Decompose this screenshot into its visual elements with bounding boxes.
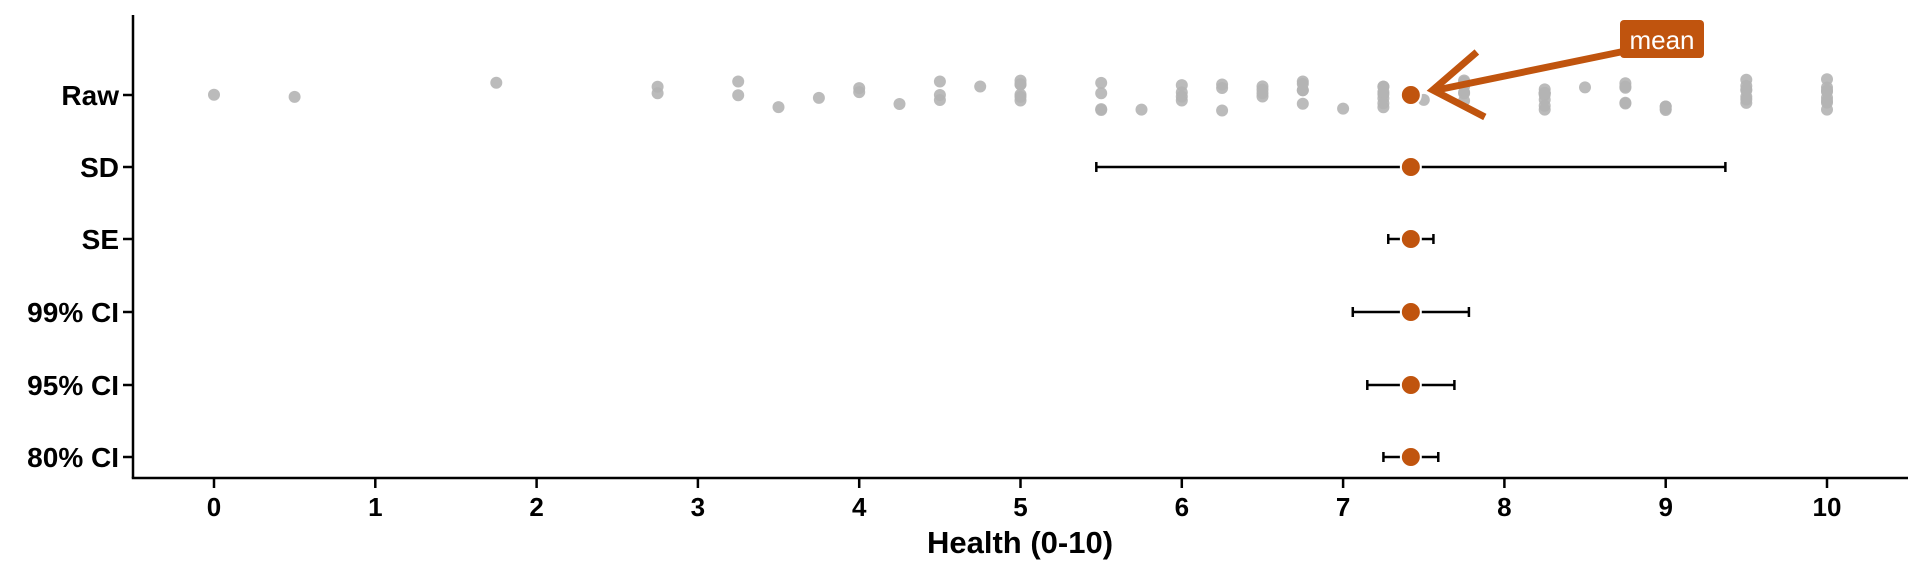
raw-points-layer [208,73,1833,117]
raw-data-point [1256,83,1269,96]
x-tick-label: 1 [368,492,382,522]
annotation-label: mean [1629,25,1694,55]
raw-data-point [1014,74,1027,87]
x-tick-label: 4 [852,492,867,522]
raw-data-point [1296,97,1309,110]
raw-data-point [1296,84,1309,97]
raw-data-point [1216,78,1229,91]
x-tick-label: 10 [1813,492,1842,522]
y-tick-label: Raw [61,80,119,111]
raw-data-point [1619,97,1632,110]
raw-data-point [651,87,664,100]
x-tick-label: 3 [691,492,705,522]
raw-data-point [893,98,906,110]
raw-data-point [288,90,301,103]
raw-data-point [1821,91,1833,104]
raw-data-point [732,75,745,88]
raw-data-point [933,75,946,88]
x-tick-label: 2 [529,492,543,522]
x-tick-label: 8 [1497,492,1511,522]
raw-data-point [208,88,220,101]
x-tick-label: 9 [1658,492,1672,522]
mean-point [1399,84,1422,106]
raw-data-point [1458,86,1471,99]
raw-data-point [1740,79,1753,92]
x-tick-label: 7 [1336,492,1350,522]
y-tick-label: 99% CI [27,297,119,328]
raw-data-point [1538,87,1551,100]
raw-data-point [1216,104,1229,117]
annotation-label-box [1620,20,1704,58]
raw-data-point [772,101,785,114]
mean-points-layer [1399,84,1422,468]
annotation-arrow-shaft [1436,44,1641,94]
raw-data-point [1296,75,1309,88]
raw-data-point [1175,94,1188,107]
raw-data-point [812,91,825,104]
y-tick-label: SD [80,152,119,183]
y-tick-label: 80% CI [27,442,119,473]
raw-data-point [974,80,987,93]
raw-data-point [732,89,745,102]
raw-data-point [1337,102,1350,115]
x-axis-title: Health (0-10) [927,525,1113,560]
mean-point [1399,374,1422,396]
x-tick-label: 6 [1175,492,1189,522]
raw-data-point [1579,81,1591,94]
raw-data-point [1135,103,1148,116]
mean-point [1399,228,1422,250]
raw-data-point [1014,88,1027,101]
mean-point [1399,156,1422,178]
x-tick-label: 5 [1013,492,1027,522]
raw-data-point [1095,87,1108,100]
raw-data-point [1619,81,1632,94]
mean-annotation: mean [1426,20,1704,121]
x-ticks-layer: 0 1 2 3 4 5 6 7 8 9 10 [207,478,1842,522]
raw-data-point [1538,99,1551,112]
raw-data-point [1095,76,1108,89]
y-ticks-layer: Raw SD SE 99% CI 95% CI 80% CI [27,80,133,473]
raw-data-point [933,89,946,101]
x-tick-label: 0 [207,492,221,522]
raw-data-point [1821,73,1833,86]
raw-data-point [1377,85,1390,98]
y-tick-label: SE [82,224,119,255]
annotation-arrow-head [1426,49,1487,121]
mean-point [1399,446,1422,468]
raw-data-point [853,82,866,95]
raw-data-point [490,76,503,89]
mean-point [1399,301,1422,323]
raw-data-point [1095,104,1108,116]
raw-data-point [1821,103,1833,116]
raw-data-point [1659,100,1672,113]
raw-data-point [1377,97,1390,110]
y-tick-label: 95% CI [27,370,119,401]
